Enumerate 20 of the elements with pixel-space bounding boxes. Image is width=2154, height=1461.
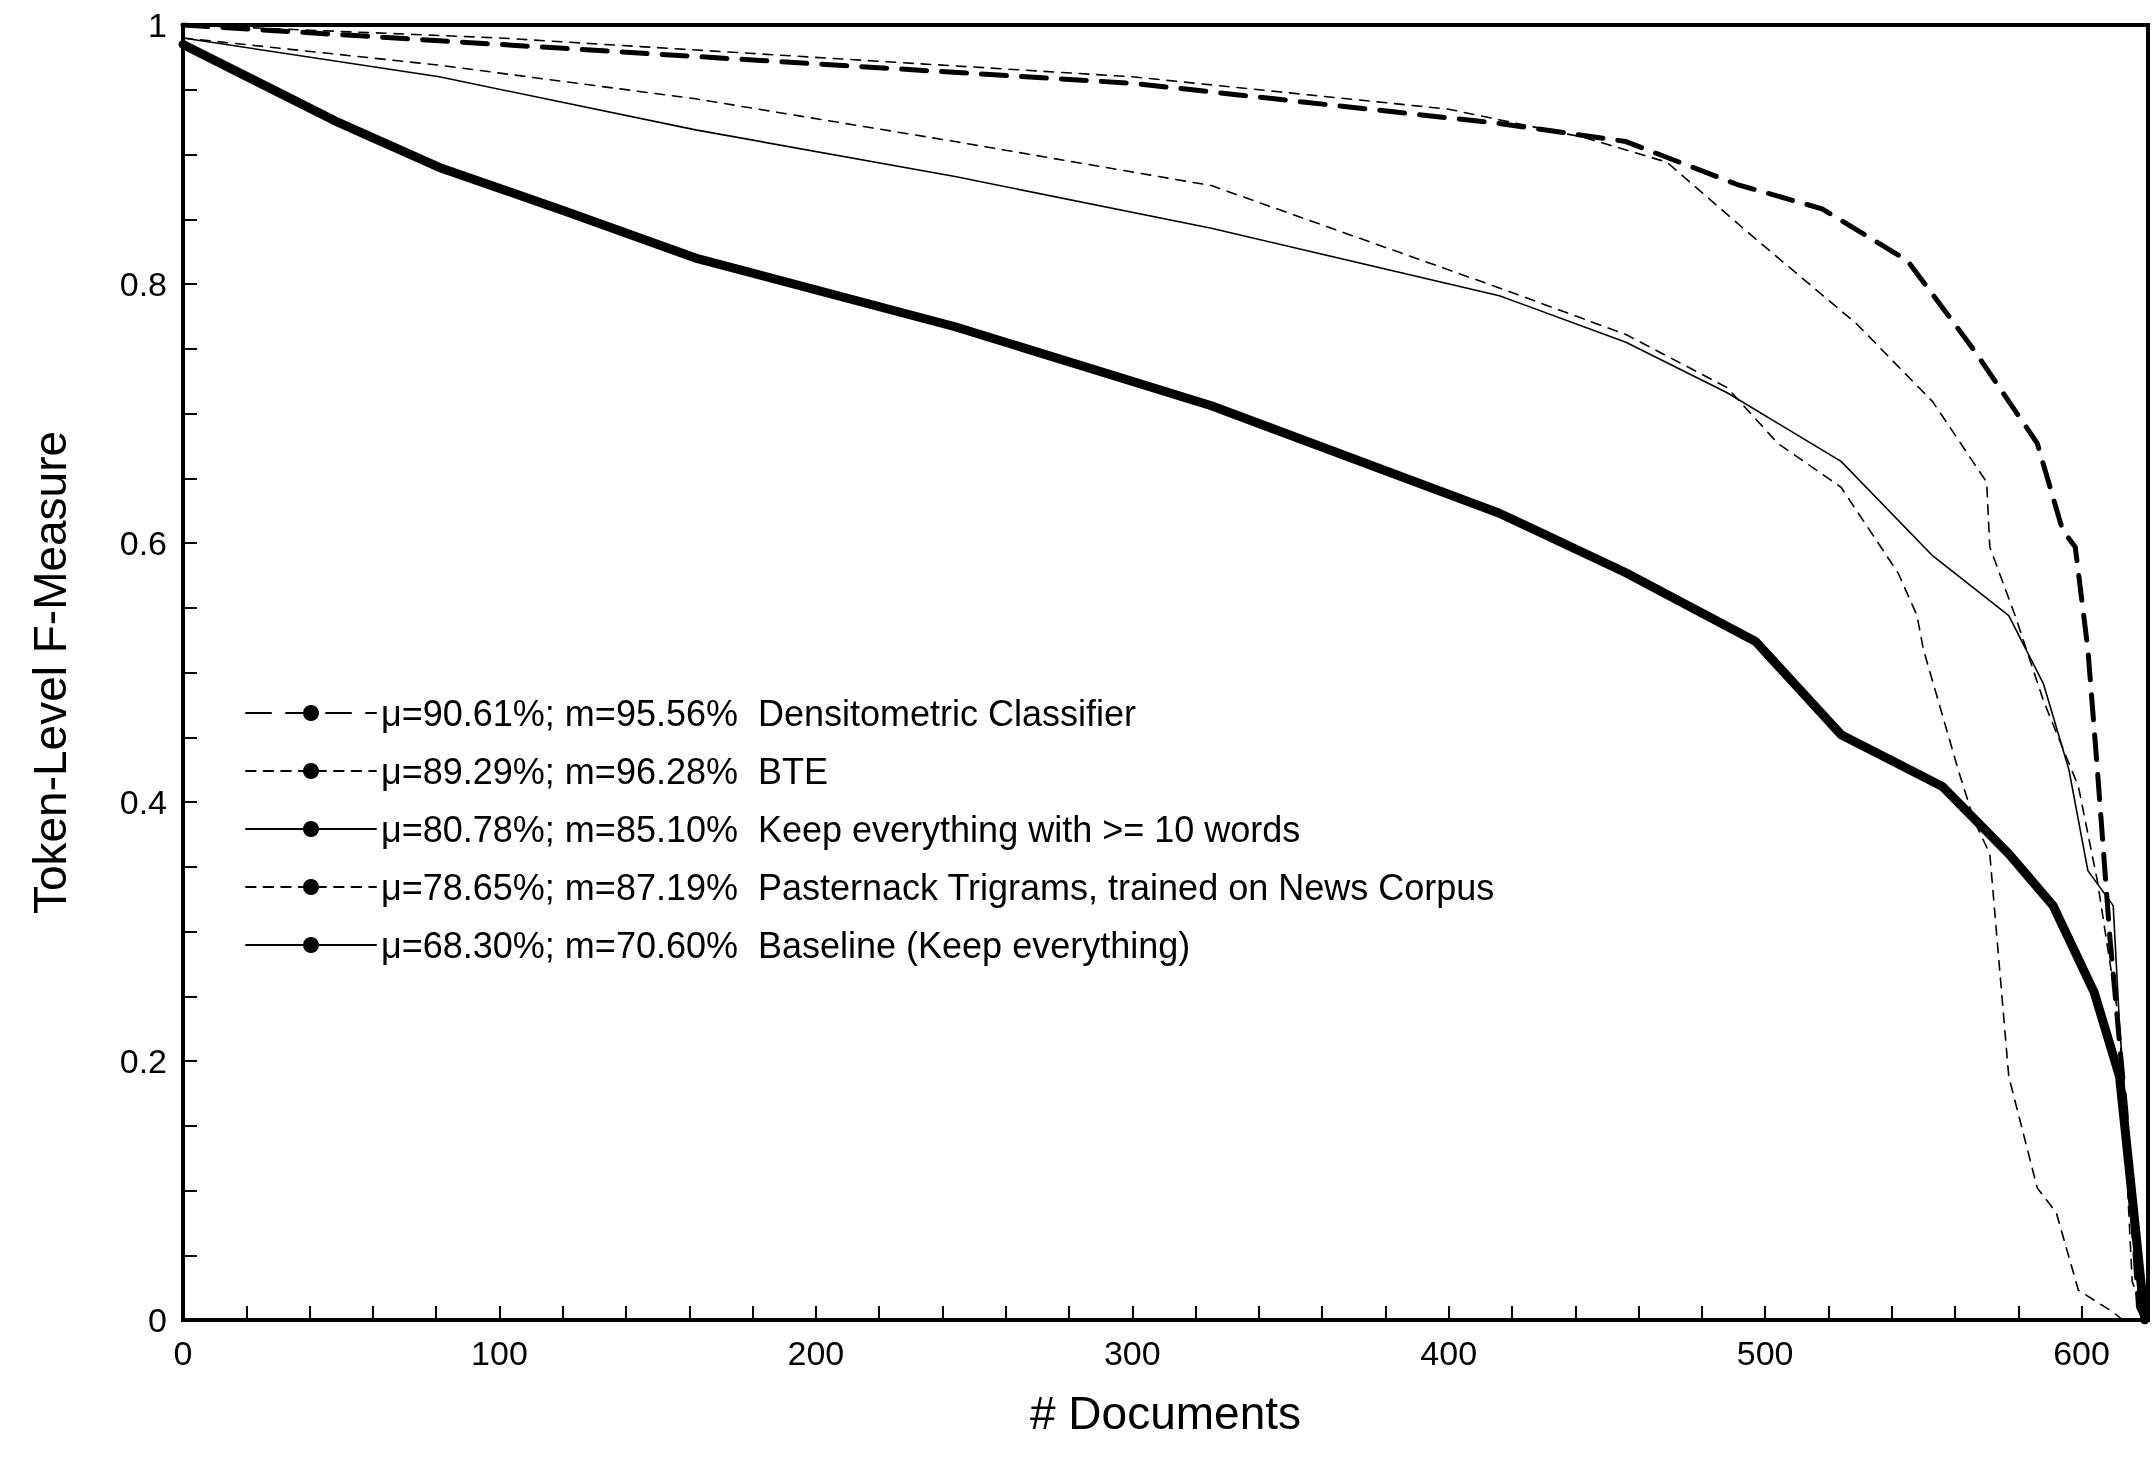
x-tick-label: 400 xyxy=(1420,1334,1478,1372)
legend-label: μ=78.65%; m=87.19% Pasternack Trigrams, trained on News Corpus xyxy=(381,866,1495,908)
x-tick-label: 100 xyxy=(471,1334,528,1372)
legend-label: μ=90.61%; m=95.56% Densitometric Classifier xyxy=(381,692,1137,734)
y-tick-label: 0.4 xyxy=(119,783,167,821)
x-axis-title: # Documents xyxy=(1029,1387,1302,1439)
x-tick-label: 600 xyxy=(2053,1334,2110,1372)
x-tick-label: 500 xyxy=(1736,1334,1794,1372)
x-tick-label: 200 xyxy=(787,1334,845,1372)
x-tick-label: 0 xyxy=(173,1334,193,1372)
y-tick-label: 0 xyxy=(148,1301,167,1339)
y-tick-label: 0.8 xyxy=(119,265,167,303)
y-tick-label: 0.6 xyxy=(119,524,167,562)
y-tick-label: 0.2 xyxy=(119,1042,167,1080)
x-tick-label: 300 xyxy=(1103,1334,1161,1372)
y-tick-label: 1 xyxy=(148,6,167,44)
legend-label: μ=80.78%; m=85.10% Keep everything with >= 10 words xyxy=(381,808,1301,850)
legend-label: μ=68.30%; m=70.60% Baseline (Keep everything) xyxy=(381,924,1191,966)
legend-label: μ=89.29%; m=96.28% BTE xyxy=(381,750,828,792)
y-axis-title: Token-Level F-Measure xyxy=(24,430,76,915)
